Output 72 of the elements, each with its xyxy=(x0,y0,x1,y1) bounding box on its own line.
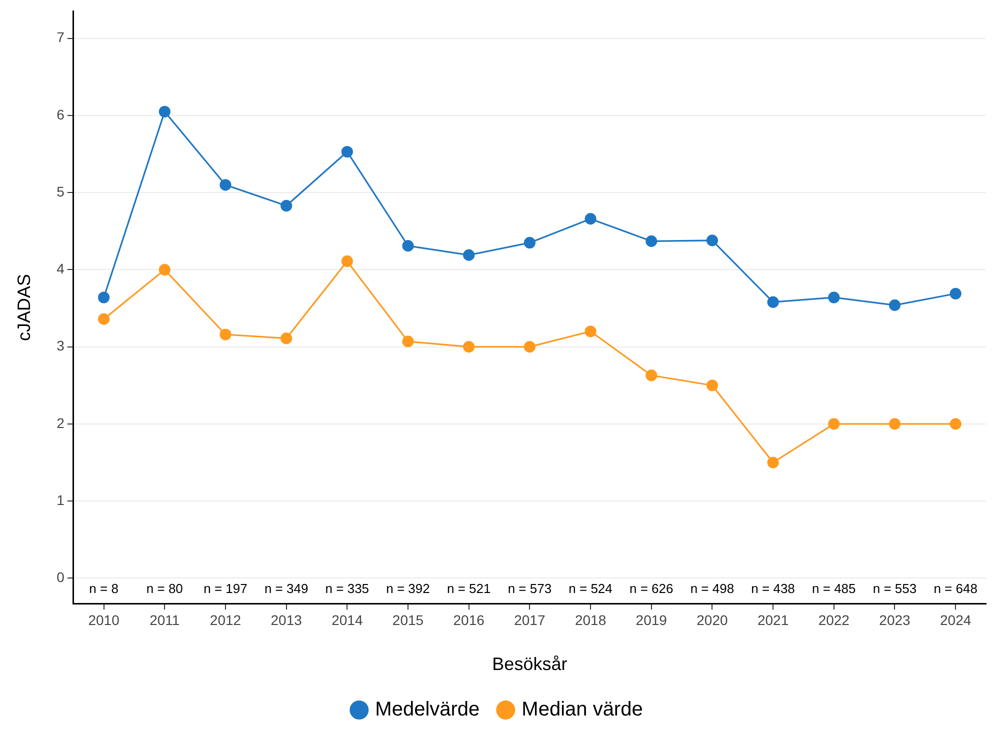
y-tick-label: 0 xyxy=(56,569,65,586)
point xyxy=(280,332,292,344)
annotation: n = 573 xyxy=(508,581,552,596)
y-tick-label: 6 xyxy=(56,106,65,122)
point xyxy=(463,341,475,353)
point xyxy=(463,249,475,261)
point xyxy=(341,255,353,268)
annotation: n = 498 xyxy=(690,581,734,596)
y-tick-label: 5 xyxy=(56,183,65,200)
y-tick-label: 2 xyxy=(56,414,65,431)
annotation: n = 485 xyxy=(812,581,856,596)
x-tick-label: 2011 xyxy=(150,612,180,628)
point xyxy=(767,296,779,308)
y-axis-title: cJADAS xyxy=(14,274,34,342)
point xyxy=(524,341,536,353)
x-tick-label: 2018 xyxy=(574,612,606,628)
x-tick-label: 2024 xyxy=(940,612,972,628)
x-axis-title: Besöksår xyxy=(492,654,568,674)
point xyxy=(950,288,962,300)
point xyxy=(220,179,232,191)
point xyxy=(646,370,658,382)
point xyxy=(706,234,718,246)
point xyxy=(950,418,962,430)
point xyxy=(828,292,840,304)
point xyxy=(524,236,536,249)
annotation: n = 8 xyxy=(89,581,118,596)
point xyxy=(646,235,658,247)
annotation: n = 521 xyxy=(446,581,491,596)
x-tick-label: 2015 xyxy=(392,612,424,628)
x-tick-label: 2016 xyxy=(453,612,485,628)
x-tick-label: 2023 xyxy=(879,612,911,628)
point xyxy=(158,264,170,276)
point xyxy=(828,418,840,430)
point xyxy=(584,213,596,225)
x-tick-label: 2021 xyxy=(757,612,789,628)
x-tick-label: 2010 xyxy=(88,612,120,628)
legend-label: Medelvärde xyxy=(375,698,480,721)
annotation: n = 80 xyxy=(146,581,183,596)
point xyxy=(402,240,414,252)
point xyxy=(402,336,414,348)
legend-label: Median värde xyxy=(522,698,643,721)
annotation: n = 335 xyxy=(325,581,370,596)
y-tick-label: 3 xyxy=(56,338,65,354)
annotation: n = 438 xyxy=(751,581,795,596)
point xyxy=(220,328,232,340)
point xyxy=(98,292,110,304)
annotation: n = 349 xyxy=(264,581,308,596)
point xyxy=(98,313,110,325)
x-tick-label: 2022 xyxy=(818,612,850,628)
point xyxy=(888,299,901,311)
annotation: n = 197 xyxy=(204,581,248,596)
annotation: n = 392 xyxy=(386,581,430,596)
point xyxy=(706,380,718,392)
point xyxy=(280,200,292,212)
annotation: n = 626 xyxy=(630,581,674,596)
annotation: n = 524 xyxy=(568,581,612,596)
y-tick-label: 1 xyxy=(56,492,65,508)
x-tick-label: 2013 xyxy=(270,612,302,628)
point xyxy=(888,418,901,430)
annotation: n = 553 xyxy=(872,581,917,596)
x-tick-label: 2020 xyxy=(696,612,728,628)
y-tick-label: 4 xyxy=(56,260,65,277)
point xyxy=(584,326,596,338)
annotation: n = 648 xyxy=(934,581,978,596)
x-tick-label: 2017 xyxy=(514,612,546,628)
x-tick-label: 2012 xyxy=(210,612,242,628)
x-tick-label: 2019 xyxy=(636,612,668,628)
point xyxy=(158,106,170,118)
point xyxy=(767,456,779,468)
point xyxy=(341,146,353,158)
x-tick-label: 2014 xyxy=(332,612,363,628)
y-tick-label: 7 xyxy=(56,29,65,46)
